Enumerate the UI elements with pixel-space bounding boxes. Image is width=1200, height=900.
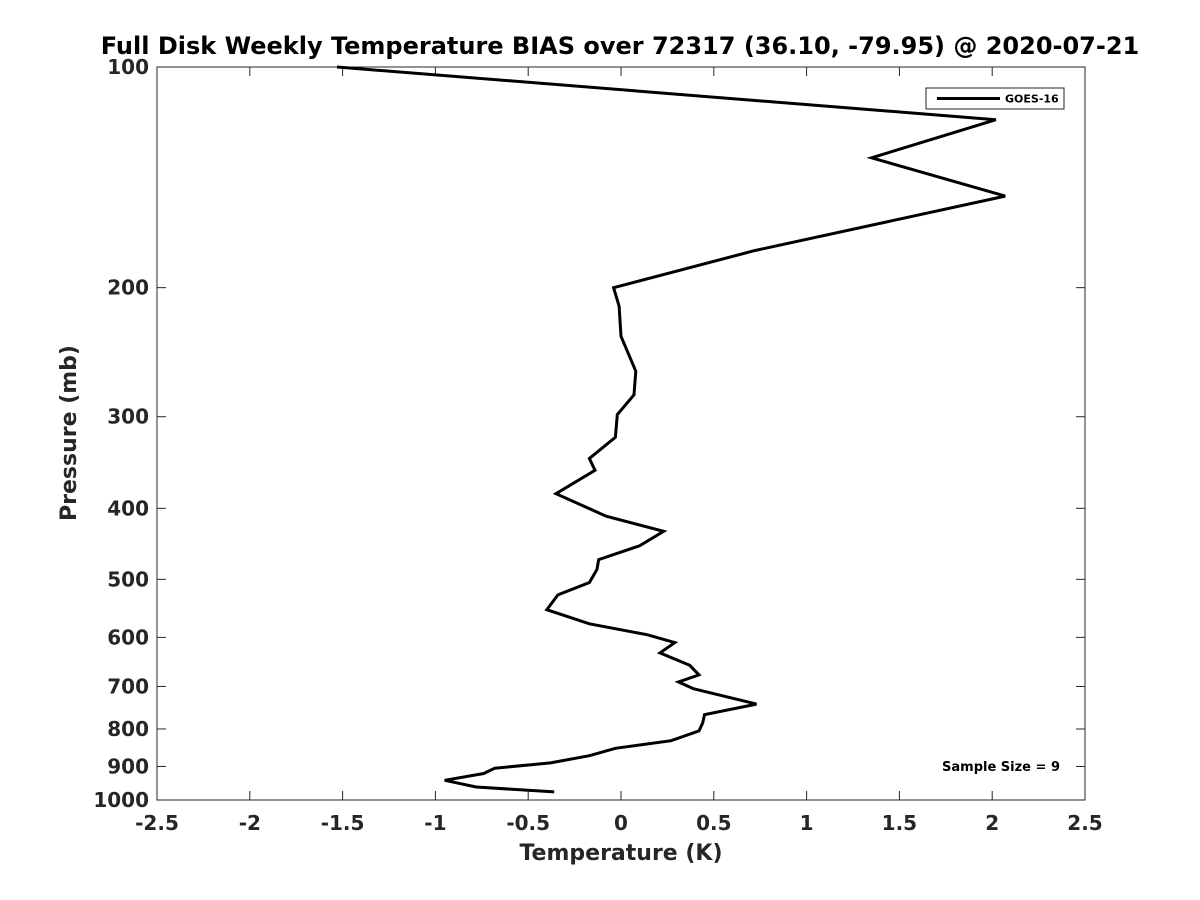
y-tick-label: 200 bbox=[107, 276, 149, 300]
y-tick-label: 500 bbox=[107, 567, 149, 591]
y-tick-label: 100 bbox=[107, 55, 149, 79]
sample-size-annotation: Sample Size = 9 bbox=[942, 760, 1060, 775]
y-tick-label: 400 bbox=[107, 496, 149, 520]
legend: GOES-16 bbox=[925, 87, 1065, 110]
x-tick-label: 1.5 bbox=[882, 811, 917, 835]
x-tick-label: 1 bbox=[800, 811, 814, 835]
y-tick-label: 600 bbox=[107, 625, 149, 649]
series-line-goes-16 bbox=[336, 65, 1006, 794]
x-tick-label: -2.5 bbox=[135, 811, 179, 835]
plot-axes bbox=[156, 66, 1086, 801]
chart-title: Full Disk Weekly Temperature BIAS over 7… bbox=[101, 32, 1140, 60]
x-tick-label: 2 bbox=[985, 811, 999, 835]
y-tick-label: 1000 bbox=[93, 788, 149, 812]
y-tick-label: 900 bbox=[107, 754, 149, 778]
x-tick-label: -1 bbox=[424, 811, 446, 835]
x-tick-label: 0.5 bbox=[696, 811, 731, 835]
x-axis: -2.5 -2 -1.5 -1 -0.5 0 0.5 1 1.5 2 2.5 bbox=[135, 67, 1103, 835]
x-tick-label: 2.5 bbox=[1067, 811, 1102, 835]
y-tick-label: 700 bbox=[107, 674, 149, 698]
legend-label: GOES-16 bbox=[1005, 93, 1059, 106]
x-axis-label: Temperature (K) bbox=[519, 841, 722, 866]
plot-area bbox=[156, 66, 1086, 801]
x-tick-label: -0.5 bbox=[506, 811, 550, 835]
x-tick-label: -1.5 bbox=[321, 811, 365, 835]
y-axis-label: Pressure (mb) bbox=[57, 345, 82, 521]
x-tick-label: 0 bbox=[614, 811, 628, 835]
series-layer bbox=[336, 65, 1006, 794]
x-tick-label: -2 bbox=[239, 811, 261, 835]
y-axis: 100 200 300 400 500 600 700 800 900 1000 bbox=[93, 55, 1085, 812]
y-tick-label: 800 bbox=[107, 717, 149, 741]
y-tick-label: 300 bbox=[107, 405, 149, 429]
